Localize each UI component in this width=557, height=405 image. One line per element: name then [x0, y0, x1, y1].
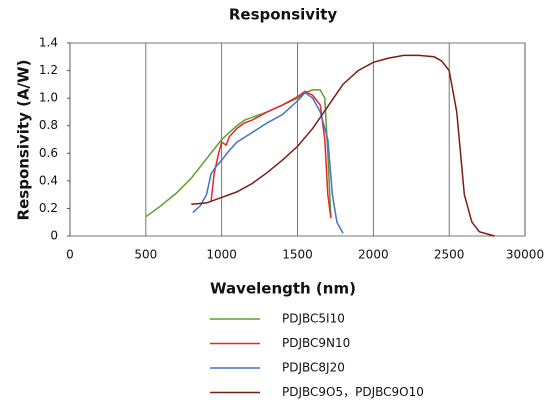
chart-title: Responsivity: [229, 6, 338, 24]
y-axis-label: Responsivity (A/W): [15, 60, 33, 221]
y-tick-label: 0.2: [39, 201, 58, 215]
x-tick-label: 30000: [506, 248, 544, 262]
series-line: [145, 89, 332, 219]
x-tick-label: 2500: [434, 248, 465, 262]
y-tick-label: 1.2: [39, 63, 58, 77]
series-line: [210, 90, 332, 219]
y-tick-label: 0: [50, 229, 58, 243]
legend-label: PDJBC8J20: [282, 361, 345, 375]
y-tick-label: 0.4: [39, 173, 58, 187]
series-line: [192, 91, 344, 234]
y-tick-label: 0.6: [39, 146, 58, 160]
legend-label: PDJBC9N10: [282, 336, 350, 350]
series-line: [191, 54, 495, 237]
legend-label: PDJBC5I10: [282, 312, 345, 326]
y-tick-label: 1.0: [39, 91, 58, 105]
x-axis-label: Wavelength (nm): [210, 280, 356, 298]
x-tick-label: 1000: [206, 248, 237, 262]
x-tick-label: 1500: [282, 248, 313, 262]
y-tick-label: 0.8: [39, 118, 58, 132]
legend-label: PDJBC9O5，PDJBC9O10: [282, 385, 424, 399]
plot-frame: [69, 42, 526, 237]
y-tick-label: 1.4: [39, 36, 58, 50]
x-tick-label: 500: [134, 248, 157, 262]
x-tick-label: 0: [66, 248, 74, 262]
x-tick-label: 2000: [358, 248, 389, 262]
